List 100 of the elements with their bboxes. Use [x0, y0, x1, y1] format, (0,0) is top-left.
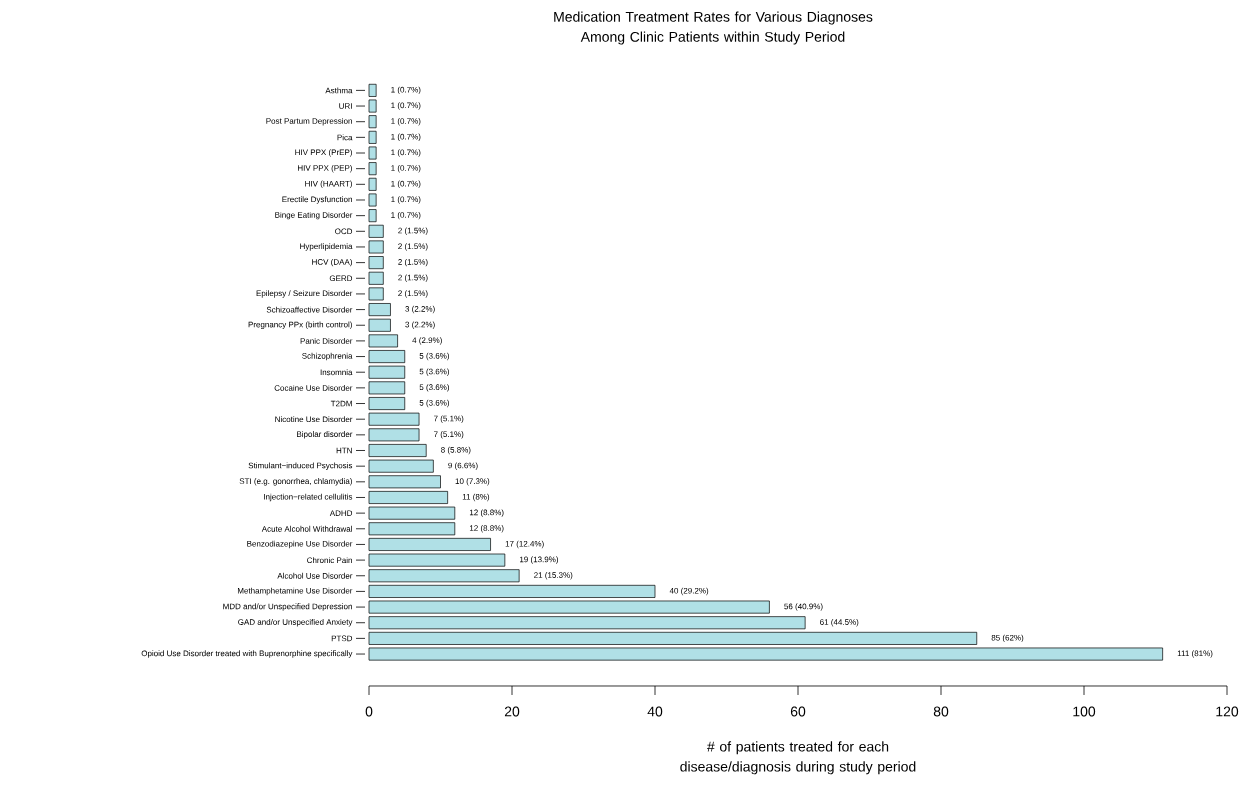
data-label: 111 (81%)	[1177, 650, 1213, 658]
x-axis-title: # of patients treated for each disease/diagnosis during study period	[680, 741, 916, 775]
data-label: 5 (3.6%)	[419, 352, 450, 361]
y-tick-label: URI	[339, 103, 352, 109]
data-label: 17 (12.4%)	[505, 540, 544, 549]
bar	[368, 209, 377, 223]
bar	[368, 491, 449, 504]
y-tick-label: OCD	[335, 228, 353, 235]
data-label: 5 (3.6%)	[419, 368, 450, 376]
data-label: 11 (8%)	[462, 493, 490, 502]
data-label: 1 (0.7%)	[391, 149, 421, 157]
data-label: 56 (40.9%)	[784, 603, 823, 611]
data-label: 8 (5.8%)	[441, 446, 471, 455]
data-label: 4 (2.9%)	[412, 337, 442, 345]
data-label: 21 (15.3%)	[534, 572, 573, 580]
y-tick-label: GAD and/or Unspecified Anxiety	[238, 619, 353, 627]
bar	[368, 569, 520, 583]
x-tick-label: 0	[365, 706, 373, 717]
bar	[368, 318, 391, 332]
bar	[368, 397, 406, 410]
y-tick-label: Chronic Pain	[307, 557, 352, 564]
y-tick-label: Opioid Use Disorder treated with Buprenorphine specifically	[141, 650, 353, 658]
y-tick-label: STI (e.g. gonorrhea, chlamydia)	[239, 478, 352, 486]
y-tick-label: Pica	[337, 134, 353, 141]
y-tick-label: Erectile Dysfunction	[282, 196, 352, 204]
y-tick-label: Acute Alcohol Withdrawal	[261, 525, 352, 532]
bar	[368, 506, 456, 520]
bar	[368, 193, 377, 207]
x-tick-label: 20	[504, 706, 520, 717]
data-label: 1 (0.7%)	[391, 117, 421, 126]
bar	[368, 428, 420, 442]
data-label: 7 (5.1%)	[434, 431, 464, 439]
y-tick-label: HIV PPX (PEP)	[298, 164, 352, 173]
y-tick-label: PTSD	[331, 635, 353, 642]
data-label: 2 (1.5%)	[398, 227, 428, 236]
y-tick-label: HTN	[336, 447, 352, 454]
bar	[368, 240, 384, 254]
bar	[368, 412, 420, 426]
x-tick-label: 100	[1073, 706, 1096, 717]
y-tick-label: Asthma	[325, 87, 353, 94]
bar	[368, 99, 377, 113]
bar	[368, 162, 377, 176]
x-tick-label: 80	[933, 706, 949, 717]
data-label: 85 (62%)	[991, 634, 1024, 643]
data-label: 3 (2.2%)	[405, 305, 435, 314]
bar	[368, 350, 406, 364]
y-tick-label: Nicotine Use Disorder	[275, 416, 353, 423]
data-label: 1 (0.7%)	[391, 102, 421, 110]
bar	[368, 303, 391, 317]
y-tick-label: Hyperlipidemia	[300, 243, 353, 251]
bar	[368, 647, 1163, 661]
y-tick-label: Schizoaffective Disorder	[266, 306, 353, 313]
data-label: 40 (29.2%)	[669, 587, 709, 596]
data-label: 19 (13.9%)	[520, 556, 559, 564]
y-tick-label: MDD and/or Unspecified Depression	[223, 603, 352, 611]
data-label: 5 (3.6%)	[419, 384, 450, 392]
data-label: 1 (0.7%)	[391, 211, 421, 220]
bar	[368, 444, 427, 457]
y-tick-label: GERD	[329, 275, 353, 282]
y-tick-label: Epilepsy / Seizure Disorder	[256, 290, 353, 298]
y-tick-label: Post Partum Depression	[266, 117, 352, 126]
y-tick-label: Stimulant−induced Psychosis	[248, 462, 353, 470]
bar	[368, 365, 406, 379]
bar	[368, 83, 377, 97]
y-tick-label: T2DM	[330, 400, 352, 407]
bar	[368, 334, 398, 348]
bar	[368, 115, 377, 129]
bar	[368, 553, 506, 567]
y-tick-label: Pregnancy PPx (birth control)	[248, 321, 352, 329]
data-label: 12 (8.8%)	[469, 525, 504, 533]
data-label: 5 (3.6%)	[419, 399, 450, 408]
data-label: 12 (8.8%)	[469, 509, 504, 517]
y-tick-label: Methamphetamine Use Disorder	[237, 587, 353, 596]
data-label: 1 (0.7%)	[391, 180, 421, 189]
data-label: 1 (0.7%)	[391, 196, 421, 204]
bar	[368, 584, 656, 598]
y-tick-label: Alcohol Use Disorder	[277, 572, 353, 579]
y-tick-label: HIV PPX (PrEP)	[295, 149, 352, 157]
y-tick-label: Insomnia	[320, 369, 353, 376]
y-tick-label: ADHD	[329, 510, 353, 516]
bar	[368, 381, 406, 395]
data-label: 10 (7.3%)	[455, 478, 490, 486]
y-tick-label: Panic Disorder	[300, 337, 353, 344]
chart-title: Medication Treatment Rates for Various Diagnoses Among Clinic Patients within Study Period	[554, 11, 873, 45]
bar	[368, 459, 434, 473]
bar	[368, 631, 978, 645]
y-tick-label: HCV (DAA)	[312, 258, 352, 267]
y-tick-label: Binge Eating Disorder	[275, 211, 353, 220]
data-label: 2 (1.5%)	[398, 258, 428, 267]
bar	[368, 600, 770, 614]
data-label: 1 (0.7%)	[391, 133, 421, 142]
bar	[368, 537, 491, 551]
bar	[368, 287, 384, 301]
data-label: 2 (1.5%)	[398, 243, 428, 251]
bar	[368, 177, 377, 191]
bar	[368, 475, 441, 489]
x-tick-label: 40	[647, 706, 663, 717]
y-tick-label: Benzodiazepine Use Disorder	[247, 540, 353, 549]
y-tick-label: Injection−related cellulitis	[264, 493, 353, 502]
bar	[368, 256, 384, 270]
